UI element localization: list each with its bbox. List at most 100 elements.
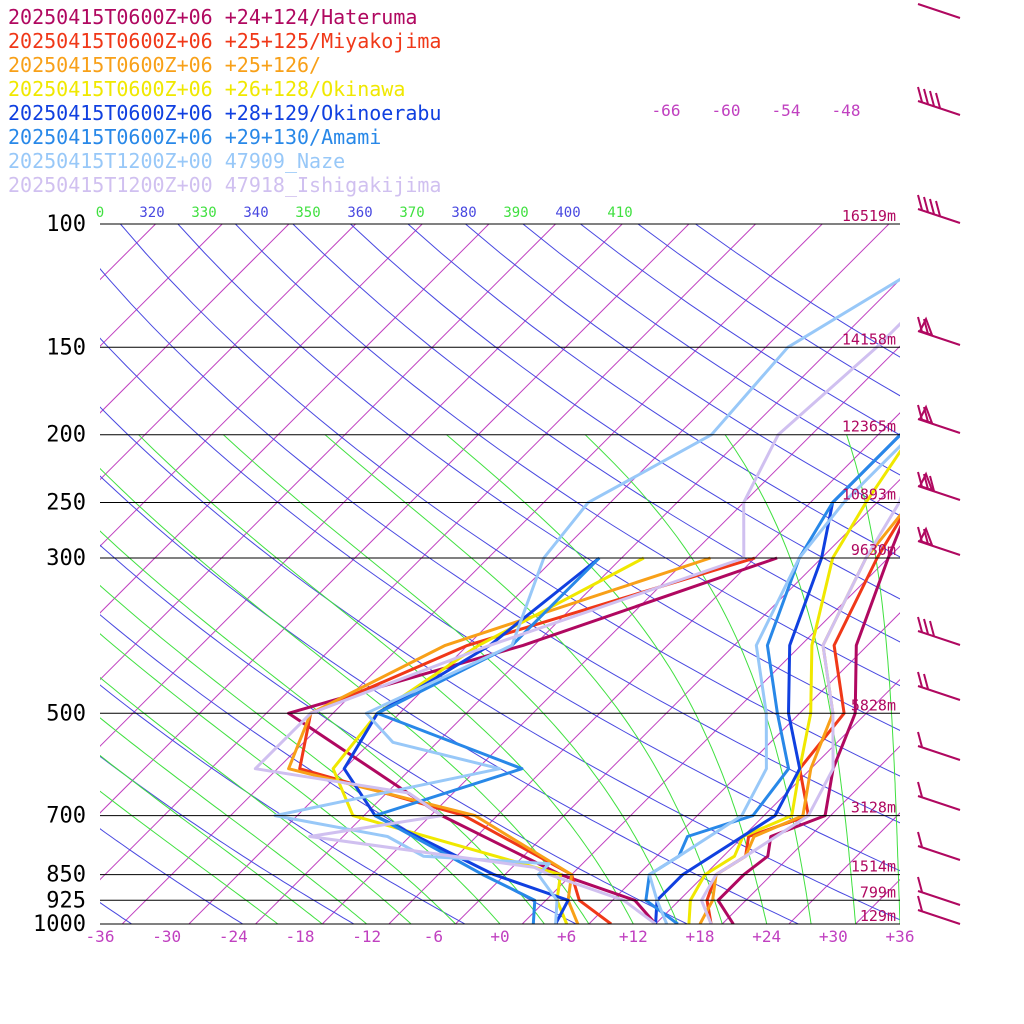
moist-adiabat	[100, 717, 368, 924]
moist-adiabat	[846, 434, 900, 924]
temperature-tick-label: +12	[619, 927, 648, 946]
moist-adiabat	[100, 584, 501, 924]
temperature-trace-7	[700, 495, 900, 924]
wind-barb-feather	[923, 88, 929, 105]
wind-barb-shaft	[917, 3, 961, 19]
dewpoint-trace-5	[373, 556, 601, 924]
wind-barb	[917, 895, 961, 925]
wind-barb	[917, 316, 961, 346]
wind-barb-feather	[929, 90, 935, 107]
wind-barb-shaft	[917, 890, 961, 906]
legend-entry: 20250415T1200Z+00 47909_Naze	[8, 149, 345, 173]
moist-adiabat	[100, 676, 412, 924]
theta-label: 360	[347, 205, 372, 221]
theta-label: 390	[503, 205, 528, 221]
dry-adiabat	[235, 224, 900, 687]
wind-barb-feather	[917, 895, 923, 912]
temperature-tick-label: +18	[686, 927, 715, 946]
pressure-tick-label: 925	[46, 888, 86, 913]
wind-barb	[917, 471, 961, 501]
theta-label: 410	[607, 205, 632, 221]
isotherm-line	[388, 412, 900, 924]
height-label: 10893m	[842, 486, 896, 504]
moist-adiabat	[100, 633, 456, 924]
pressure-tick-label: 300	[46, 546, 86, 571]
height-label: 3128m	[851, 799, 896, 817]
isotherm-line	[100, 224, 490, 614]
legend-entry: 20250415T0600Z+06 +26+128/Okinawa	[8, 77, 405, 101]
upper-temperature-label: -66	[652, 101, 681, 120]
theta-label: 350	[295, 205, 320, 221]
temperature-tick-label: -36	[86, 927, 115, 946]
wind-barb-flag	[918, 471, 934, 492]
isotherm-line	[255, 278, 900, 924]
moist-adiabat	[100, 530, 545, 924]
theta-label: 320	[139, 205, 164, 221]
temperature-tick-label: +0	[490, 927, 509, 946]
dry-adiabat	[100, 828, 244, 924]
temperature-tick-label: -6	[424, 927, 443, 946]
temperature-trace-4	[654, 433, 900, 924]
moist-adiabat	[584, 434, 812, 924]
pressure-tick-label: 150	[46, 335, 86, 360]
wind-barbs	[917, 3, 961, 925]
temperature-trace-1	[705, 516, 900, 924]
isotherm-line	[455, 478, 900, 924]
isotherm-line	[100, 224, 756, 881]
wind-barb-feather	[917, 876, 923, 893]
wind-barb	[917, 404, 961, 434]
isotherm-line	[100, 224, 690, 814]
pressure-tick-label: 100	[46, 212, 86, 237]
isotherm-line	[655, 678, 900, 924]
dry-adiabat	[120, 224, 900, 777]
isotherm-line	[922, 224, 1024, 924]
dry-adiabat	[100, 268, 900, 824]
temperature-trace-6	[647, 444, 900, 924]
dewpoint-trace-7	[253, 321, 900, 924]
temperature-tick-label: -24	[219, 927, 248, 946]
isotherm-line	[0, 224, 22, 924]
height-label: 14158m	[842, 330, 896, 348]
pressure-tick-label: 200	[46, 423, 86, 448]
moist-adiabat	[100, 754, 323, 924]
isotherm-line	[100, 224, 223, 347]
wind-barb-flag	[918, 316, 934, 337]
theta-label: 400	[555, 205, 580, 221]
dry-adiabat	[100, 475, 799, 924]
theta-label: 340	[243, 205, 268, 221]
pressure-tick-label: 700	[46, 804, 86, 829]
upper-temperature-label: -60	[712, 101, 741, 120]
isotherm-line	[100, 224, 556, 681]
moist-adiabat	[724, 434, 857, 924]
temperature-tick-label: -30	[152, 927, 181, 946]
wind-barb	[917, 86, 961, 116]
wind-barb-shaft	[917, 845, 961, 861]
wind-barb-feather	[917, 671, 923, 688]
temperature-trace-2	[698, 513, 900, 924]
height-label: 1514m	[851, 858, 896, 876]
temperature-tick-label: +30	[819, 927, 848, 946]
wind-barb-feather	[917, 831, 923, 848]
pressure-tick-label: 850	[46, 863, 86, 888]
temperature-tick-label: -18	[286, 927, 315, 946]
dewpoint-trace-3	[331, 556, 645, 924]
height-label: 5828m	[851, 696, 896, 714]
wind-barb	[917, 194, 961, 224]
temperature-tick-label: -12	[352, 927, 381, 946]
wind-barb-feather	[917, 86, 923, 103]
isobar-lines	[100, 223, 900, 925]
height-label: 9630m	[851, 541, 896, 559]
wind-barb-feather	[935, 200, 941, 217]
legend: 20250415T0600Z+06 +24+124/Hateruma 202504…	[8, 5, 441, 197]
legend-entry: 20250415T0600Z+06 +24+124/Hateruma	[8, 5, 417, 29]
wind-barb-feather	[935, 92, 941, 109]
wind-barb	[917, 831, 961, 861]
wind-barb-feather	[929, 198, 935, 215]
height-label: 129m	[860, 907, 896, 925]
wind-barb	[917, 671, 961, 701]
isotherm-line	[100, 224, 423, 547]
temperature-tick-label: +6	[557, 927, 576, 946]
temperature-trace-0	[716, 524, 900, 924]
isotherm-line	[588, 612, 900, 924]
